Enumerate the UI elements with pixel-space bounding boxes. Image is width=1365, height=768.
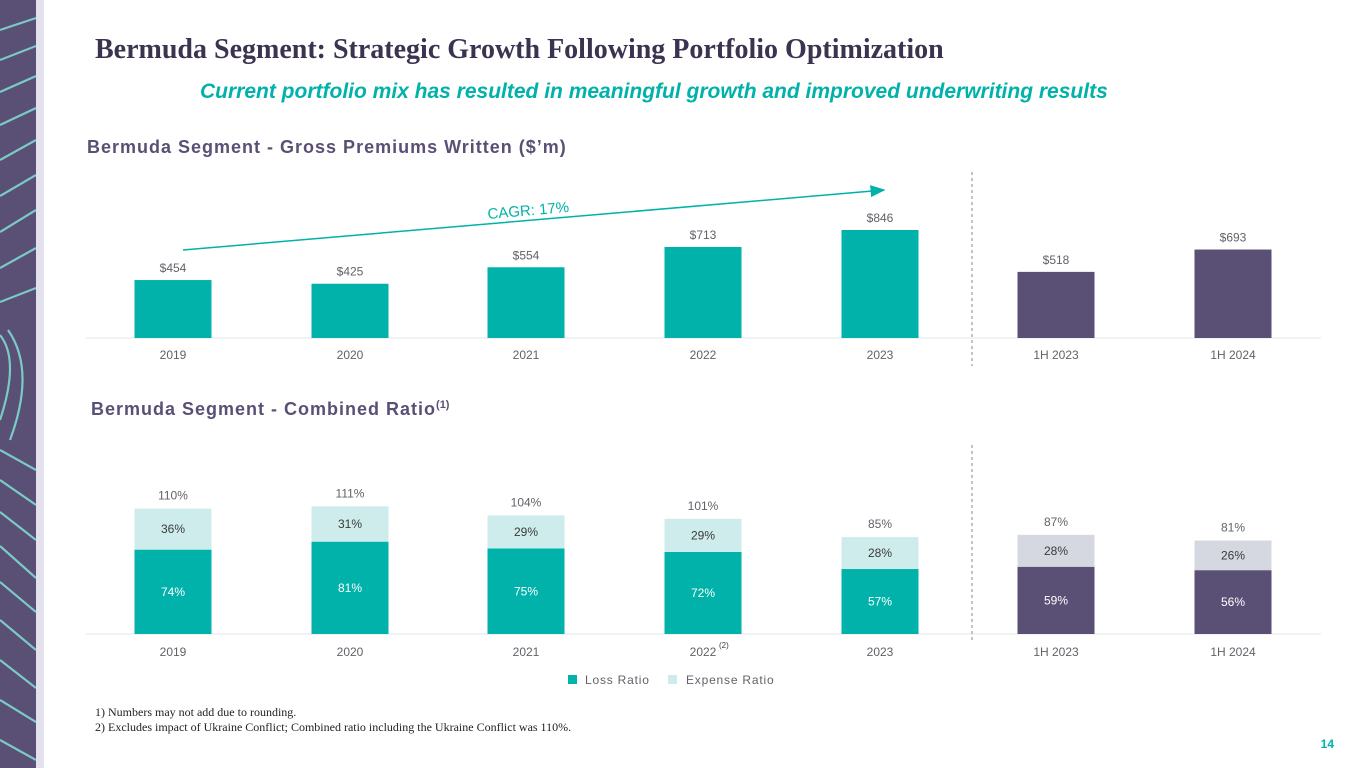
expense-ratio-label: 29% — [514, 525, 538, 539]
expense-ratio-label: 31% — [338, 517, 362, 531]
expense-ratio-label: 28% — [868, 546, 892, 560]
expense-ratio-bar-1h-2023 — [1017, 534, 1095, 567]
gpw-category-label: 2020 — [337, 348, 364, 362]
footnote-2: 2) Excludes impact of Ukraine Conflict; … — [95, 720, 572, 734]
loss-ratio-bar-2022 — [664, 551, 742, 634]
decorative-line-pattern — [0, 16, 36, 761]
loss-ratio-label: 81% — [338, 581, 362, 595]
page-number: 14 — [1320, 737, 1334, 751]
gpw-value-label: $425 — [337, 265, 364, 279]
expense-ratio-bar-1h-2024 — [1194, 540, 1272, 571]
combined-ratio-total-label: 81% — [1221, 521, 1245, 535]
footnote-1: 1) Numbers may not add due to rounding. — [95, 705, 297, 719]
combined-ratio-title-superscript: (1) — [436, 399, 450, 411]
expense-ratio-bar-2022 — [664, 518, 742, 552]
decorative-side-band — [0, 0, 36, 768]
expense-ratio-bar-2019 — [134, 508, 212, 550]
ratio-category-label: 2019 — [160, 645, 187, 659]
expense-ratio-label: 29% — [691, 528, 715, 542]
expense-ratio-bar-2023 — [841, 537, 919, 570]
combined-ratio-total-label: 85% — [868, 517, 892, 531]
expense-ratio-bar-2021 — [487, 515, 565, 549]
gpw-value-label: $518 — [1043, 253, 1070, 267]
loss-ratio-bar-1h-2023 — [1017, 566, 1095, 634]
combined-ratio-total-label: 87% — [1044, 515, 1068, 529]
cagr-arrow — [182, 185, 886, 251]
gpw-category-label: 2021 — [513, 348, 540, 362]
gpw-value-label: $554 — [513, 248, 540, 262]
gpw-bar-2020 — [311, 283, 389, 338]
combined-ratio-total-label: 110% — [158, 489, 188, 503]
loss-ratio-label: 56% — [1221, 595, 1245, 609]
gpw-bar-2022 — [664, 246, 742, 338]
side-band-edge — [36, 0, 44, 768]
expense-ratio-label: 28% — [1044, 544, 1068, 558]
expense-ratio-label: 26% — [1221, 548, 1245, 562]
gpw-value-label: $693 — [1220, 231, 1247, 245]
gpw-category-label: 2022 — [690, 348, 717, 362]
legend-swatch-expense-ratio — [668, 675, 677, 684]
ratio-category-label: 1H 2024 — [1210, 645, 1256, 659]
gpw-value-label: $846 — [867, 211, 894, 225]
gpw-bar-2019 — [134, 280, 212, 338]
gpw-bar-1h-2023 — [1017, 271, 1095, 338]
loss-ratio-label: 57% — [868, 595, 892, 609]
expense-ratio-bar-2020 — [311, 506, 389, 542]
loss-ratio-bar-2021 — [487, 548, 565, 634]
loss-ratio-label: 59% — [1044, 593, 1068, 607]
expense-ratio-label: 36% — [161, 522, 185, 536]
page-title: Bermuda Segment: Strategic Growth Follow… — [95, 34, 944, 65]
gpw-category-label: 1H 2024 — [1210, 348, 1256, 362]
legend-label-loss-ratio: Loss Ratio — [585, 673, 650, 687]
gpw-category-label: 1H 2023 — [1033, 348, 1079, 362]
combined-ratio-total-label: 111% — [336, 486, 365, 500]
legend-label-expense-ratio: Expense Ratio — [686, 673, 774, 687]
loss-ratio-bar-2023 — [841, 569, 919, 634]
gpw-category-label: 2023 — [867, 348, 894, 362]
ratio-category-label: 1H 2023 — [1033, 645, 1079, 659]
gpw-category-label: 2019 — [160, 348, 187, 362]
combined-ratio-chart-title: Bermuda Segment - Combined Ratio(1) — [91, 399, 449, 420]
combined-ratio-title-text: Bermuda Segment - Combined Ratio — [91, 399, 437, 419]
ratio-category-label: 2022 — [690, 645, 717, 659]
loss-ratio-bar-2019 — [134, 549, 212, 634]
loss-ratio-label: 75% — [514, 584, 538, 598]
gpw-bar-1h-2024 — [1194, 249, 1272, 338]
ratio-category-superscript: (2) — [719, 641, 729, 650]
legend-swatch-loss-ratio — [568, 675, 577, 684]
combined-ratio-total-label: 104% — [511, 495, 542, 509]
gpw-bar-2021 — [487, 267, 565, 338]
gpw-bar-chart: $454 2019 $425 2020 $554 2021 $713 2022 $846 2023… — [86, 172, 1321, 366]
gpw-chart-title: Bermuda Segment - Gross Premiums Written… — [87, 137, 567, 157]
ratio-category-label: 2020 — [337, 645, 364, 659]
footnotes: 1) Numbers may not add due to rounding. … — [95, 705, 571, 735]
gpw-bar-2023 — [841, 230, 919, 338]
loss-ratio-label: 74% — [161, 585, 185, 599]
ratio-category-label: 2023 — [867, 645, 894, 659]
ratio-category-label: 2021 — [513, 645, 540, 659]
page-subtitle: Current portfolio mix has resulted in me… — [200, 80, 1108, 103]
gpw-value-label: $454 — [160, 261, 187, 275]
loss-ratio-bar-1h-2024 — [1194, 570, 1272, 634]
loss-ratio-bar-2020 — [311, 541, 389, 634]
combined-ratio-total-label: 101% — [688, 499, 719, 513]
loss-ratio-label: 72% — [691, 586, 715, 600]
gpw-value-label: $713 — [690, 228, 717, 242]
